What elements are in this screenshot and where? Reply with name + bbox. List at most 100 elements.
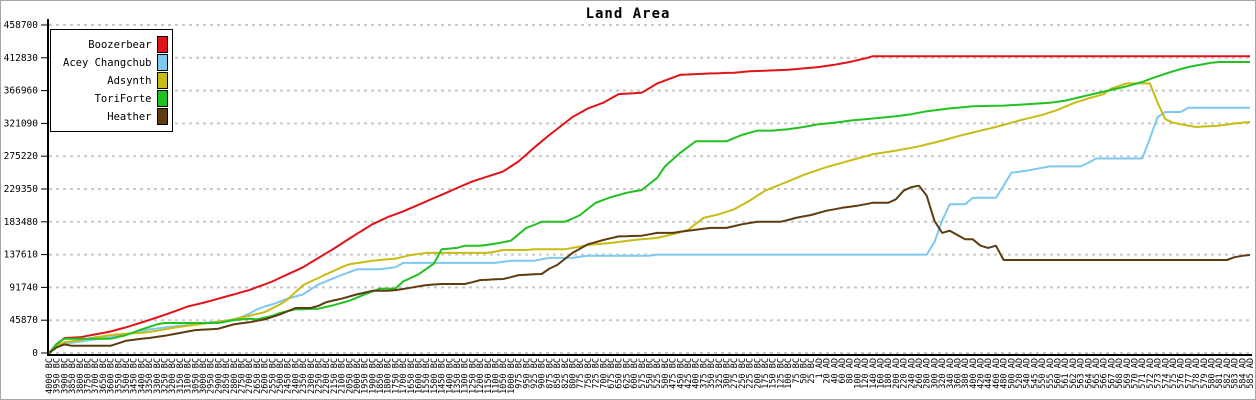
y-axis-label: 275220 [4,151,39,162]
x-axis-label: 2150 BC [330,358,340,394]
x-axis-label: 1500 BC [430,358,440,394]
y-axis-label: 91740 [9,282,38,293]
x-axis-label: 160 AD [877,358,887,389]
x-axis-label: 500 BC [661,358,671,389]
x-axis-label: 3650 BC [99,358,109,394]
series-line-heather [48,184,1251,354]
y-axis-label: 45870 [9,315,38,326]
x-axis-label: 100 AD [853,358,863,389]
x-axis-label: 3500 BC [122,358,132,394]
x-axis-label: 180 AD [884,358,894,389]
x-axis-label: 1400 BC [445,358,455,394]
x-axis-label: 2800 BC [230,358,240,394]
x-axis-label: 650 BC [615,358,625,389]
x-axis-label: 260 AD [915,358,925,389]
x-axis-label: 520 AD [1015,358,1025,389]
x-axis-label: 573 AD [1154,358,1164,389]
x-axis-label: 875 BC [545,358,555,389]
x-axis-label: 3750 BC [84,358,94,394]
x-axis-label: 3000 BC [199,358,209,394]
legend-label: ToriForte [94,92,152,105]
legend-swatch [156,54,168,71]
x-axis-label: 571 AD [1138,358,1148,389]
series-line-toriforte [48,61,1250,354]
legend-swatch [156,90,168,107]
x-axis-label: 1800 BC [384,358,394,394]
x-axis-label: 584 AD [1238,358,1248,389]
x-axis-label: 340 AD [946,358,956,389]
x-axis-label: 575 BC [638,358,648,389]
x-axis-label: 2950 BC [207,358,217,394]
x-axis-label: 3200 BC [168,358,178,394]
x-axis-label: 2900 BC [214,358,224,394]
x-axis-label: 2350 BC [299,358,309,394]
x-axis-label: 576 AD [1177,358,1187,389]
x-axis-label: 540 AD [1023,358,1033,389]
y-axis-label: 183480 [4,217,39,228]
x-axis-label: 570 AD [1131,358,1141,389]
x-axis-label: 2550 BC [268,358,278,394]
x-axis-label: 3800 BC [76,358,86,394]
x-axis-label: 775 BC [576,358,586,389]
x-axis-label: 574 AD [1161,358,1171,389]
x-axis-label: 1750 BC [391,358,401,394]
legend-swatch [156,36,168,53]
x-axis-label: 500 AD [1007,358,1017,389]
x-axis-label: 2650 BC [253,358,263,394]
x-axis-label: 3950 BC [53,358,63,394]
x-axis-label: 563 AD [1077,358,1087,389]
legend: Boozerbear Acey Changchub Adsynth ToriForte… [50,29,173,132]
x-axis-label: 350 BC [707,358,717,389]
x-axis-label: 925 BC [530,358,540,389]
y-axis-label: 137610 [4,250,39,261]
x-axis-label: 1600 BC [415,358,425,394]
legend-label: Acey Changchub [63,56,152,69]
x-axis-label: 555 AD [1046,358,1056,389]
x-axis-label: 1100 BC [492,358,502,394]
x-axis-label: 200 BC [753,358,763,389]
x-axis-label: 420 AD [977,358,987,389]
x-axis-label: 1450 BC [438,358,448,394]
x-axis-label: 675 BC [607,358,617,389]
x-axis-label: 3350 BC [145,358,155,394]
x-axis-label: 585 AD [1246,358,1256,389]
x-axis-label: 220 AD [900,358,910,389]
x-axis-label: 572 AD [1146,358,1156,389]
chart-title: Land Area [585,6,671,22]
x-axis-label: 100 BC [784,358,794,389]
y-axis-label: 0 [32,348,38,359]
y-axis-label: 321090 [4,118,39,129]
x-axis-label: 900 BC [538,358,548,389]
x-axis-label: 3300 BC [153,358,163,394]
x-axis-label: 582 AD [1223,358,1233,389]
x-axis-label: 2700 BC [245,358,255,394]
x-axis-label: 2600 BC [261,358,271,394]
x-axis-label: 560 AD [1054,358,1064,389]
x-axis-label: 400 BC [692,358,702,389]
x-axis-label: 564 AD [1084,358,1094,389]
x-axis-label: 300 AD [930,358,940,389]
x-axis-label: 580 AD [1208,358,1218,389]
x-axis-label: 225 BC [746,358,756,389]
x-axis-label: 1350 BC [453,358,463,394]
x-axis-label: 50 BC [800,358,810,384]
legend-item: Boozerbear [63,36,168,53]
x-axis-label: 550 AD [1038,358,1048,389]
x-axis-label: 1000 BC [507,358,517,394]
x-axis-label: 375 BC [699,358,709,389]
x-axis-label: 2750 BC [238,358,248,394]
x-axis-label: 240 AD [907,358,917,389]
x-axis-label: 2250 BC [315,358,325,394]
x-axis-label: 1850 BC [376,358,386,394]
x-axis-label: 1 AD [815,358,825,378]
x-axis-label: 1950 BC [361,358,371,394]
y-axis-label: 412830 [4,53,39,64]
x-axis-label: 561 AD [1061,358,1071,389]
x-axis-label: 175 BC [761,358,771,389]
x-axis-label: 300 BC [723,358,733,389]
x-axis-label: 325 BC [715,358,725,389]
x-axis-label: 440 AD [984,358,994,389]
y-axis-label: 229350 [4,184,39,195]
x-axis-label: 425 BC [684,358,694,389]
